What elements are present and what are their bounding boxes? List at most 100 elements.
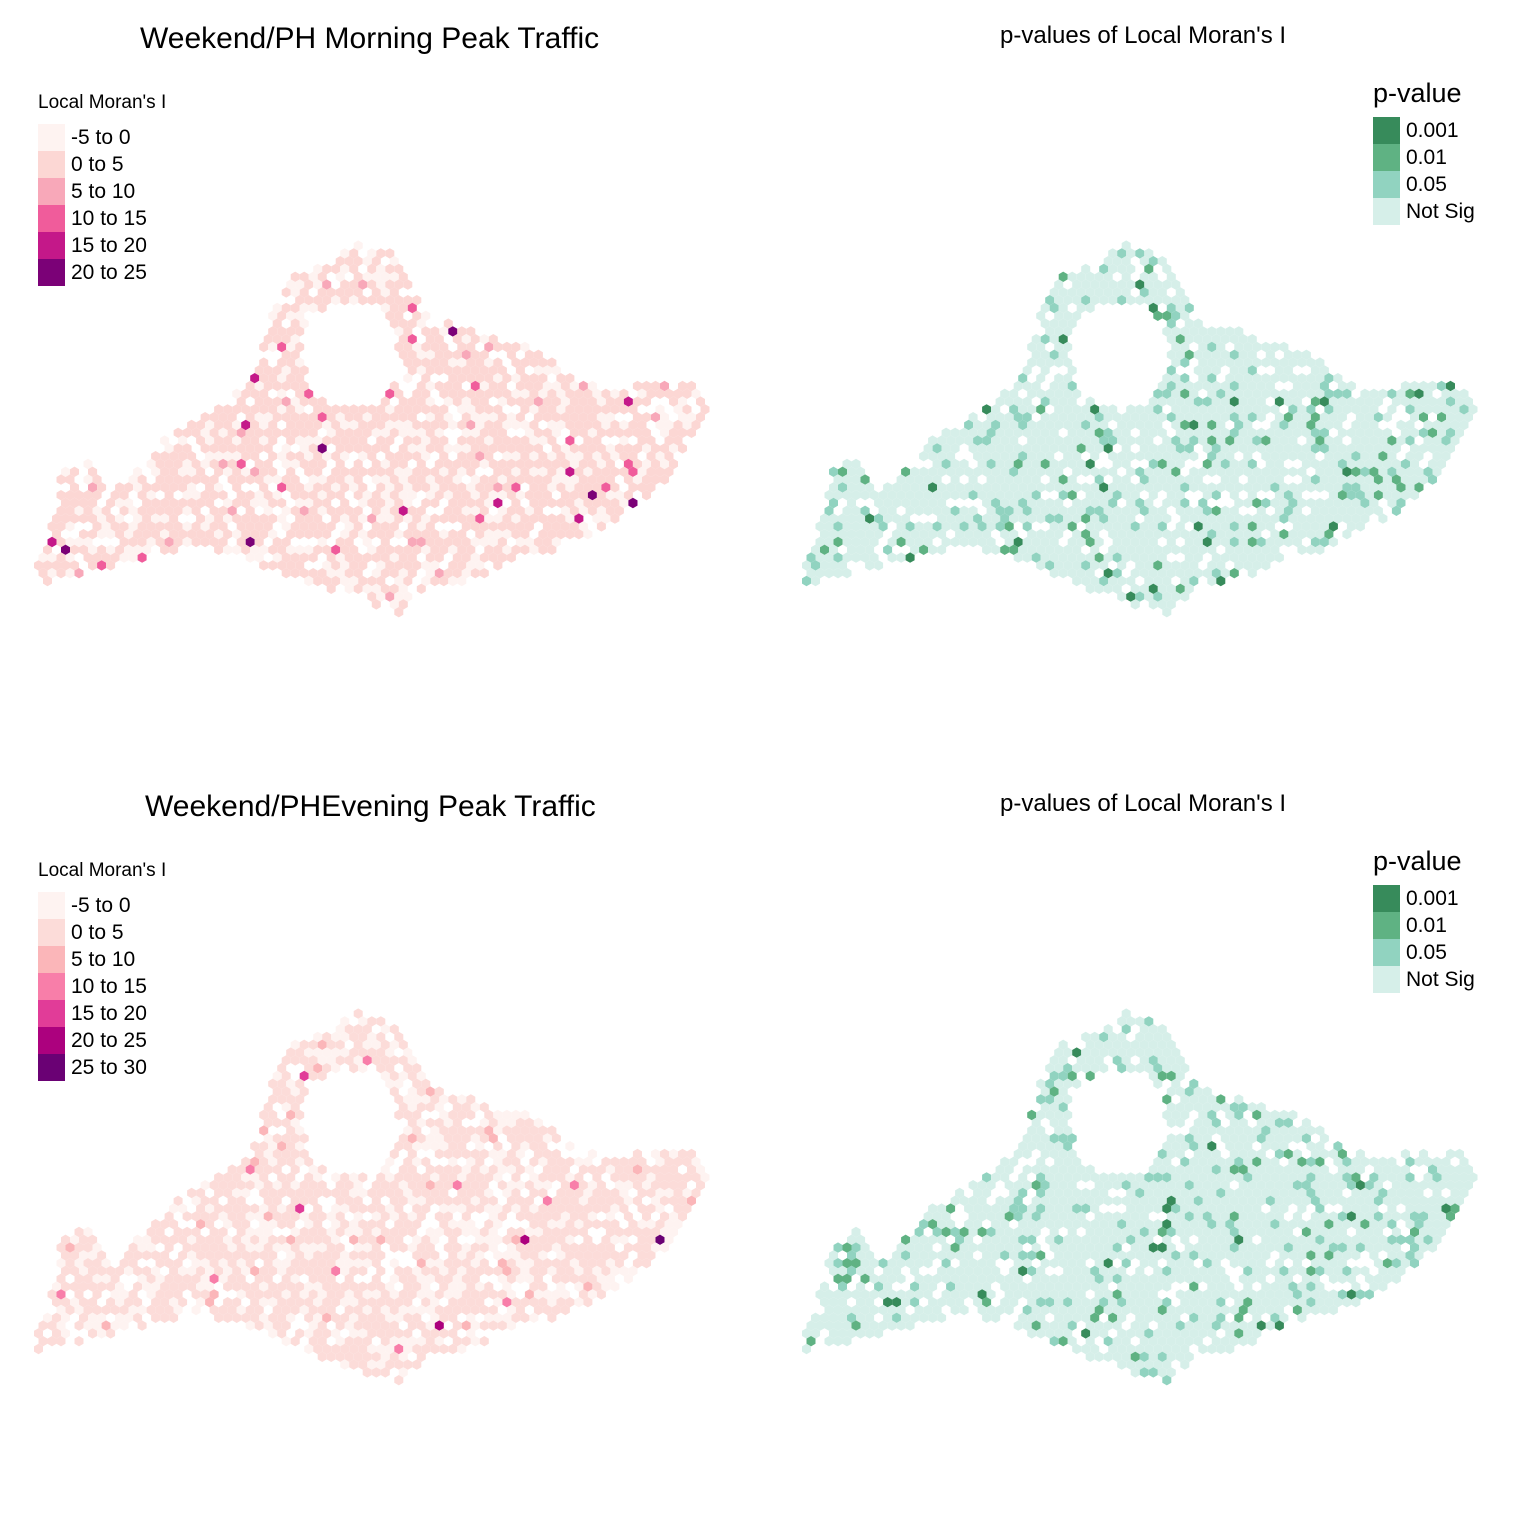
hex-cell <box>475 1234 485 1245</box>
hex-cell <box>61 466 70 477</box>
hex-cell <box>290 1211 300 1222</box>
hex-cell <box>1072 1063 1082 1074</box>
hex-cell <box>362 412 372 423</box>
hex-cell <box>1180 1203 1190 1214</box>
hex-cell <box>829 513 838 524</box>
hex-cell <box>394 1312 404 1323</box>
hex-cell <box>290 287 300 298</box>
hex-cell <box>1081 560 1091 571</box>
hex-cell <box>1355 490 1365 501</box>
hex-cell <box>83 505 93 516</box>
hex-cell <box>1058 302 1068 314</box>
hex-cell <box>1238 1164 1248 1175</box>
hex-cell <box>1094 505 1104 516</box>
hex-cell <box>191 1226 201 1238</box>
hex-cell <box>1081 1203 1091 1214</box>
hex-cell <box>1058 458 1068 470</box>
hex-cell <box>605 1273 615 1284</box>
hex-cell <box>1081 419 1091 431</box>
hex-cell <box>1126 1172 1136 1183</box>
hex-cell <box>371 521 381 532</box>
hex-cell <box>937 451 947 462</box>
hex-cell <box>457 544 467 555</box>
hex-cell <box>344 1195 354 1206</box>
hex-cell <box>533 1226 543 1238</box>
hex-cell <box>133 1234 143 1245</box>
hex-cell <box>70 1281 79 1292</box>
hex-cell <box>1455 1148 1464 1160</box>
hex-cell <box>1175 490 1185 501</box>
hex-cell <box>986 1180 996 1191</box>
hex-cell <box>164 505 174 516</box>
hex-cell <box>376 1234 386 1245</box>
hex-cell <box>1189 513 1199 524</box>
hex-cell <box>1076 1211 1086 1222</box>
hex-cell <box>1090 497 1100 509</box>
hex-cell <box>1360 451 1370 462</box>
hex-cell <box>533 380 543 392</box>
hex-cell <box>1126 466 1136 477</box>
hex-cell <box>583 1265 593 1277</box>
hex-cell <box>1135 404 1145 415</box>
hex-cell <box>47 568 57 579</box>
hex-cell <box>1256 1102 1266 1113</box>
hex-cell <box>362 1336 372 1347</box>
hex-cell <box>1004 1164 1014 1175</box>
hex-cell <box>1108 451 1118 462</box>
hex-cell <box>1319 1180 1329 1191</box>
hex-cell <box>574 1265 584 1277</box>
hex-cell <box>263 474 273 485</box>
hex-cell <box>331 544 341 555</box>
hex-cell <box>1310 1211 1320 1222</box>
hex-cell <box>398 318 408 329</box>
hex-cell <box>619 388 629 399</box>
hex-cell <box>470 1304 480 1316</box>
hex-cell <box>74 505 84 516</box>
hex-cell <box>1049 1070 1059 1082</box>
hex-cell <box>385 1312 395 1323</box>
hex-cell <box>502 1109 512 1121</box>
hex-cell <box>1324 1172 1334 1183</box>
hex-cell <box>538 373 548 384</box>
hex-cell <box>1063 1187 1073 1199</box>
hex-cell <box>416 1258 426 1269</box>
hex-cell <box>398 443 408 454</box>
hex-cell <box>1144 1172 1154 1183</box>
hex-cell <box>164 1304 174 1316</box>
hex-cell <box>524 505 534 516</box>
hex-cell <box>124 529 134 540</box>
hex-cell <box>461 1258 471 1269</box>
hex-cell <box>1036 497 1046 509</box>
hex-cell <box>263 490 273 501</box>
hex-cell <box>331 404 341 415</box>
hex-cell <box>1283 427 1293 438</box>
hex-cell <box>1004 1195 1014 1206</box>
hex-cell <box>304 1063 314 1074</box>
hex-cell <box>263 1258 273 1269</box>
hex-cell <box>335 1258 345 1269</box>
hex-cell <box>1139 287 1149 298</box>
hex-cell <box>1022 1148 1032 1160</box>
hex-cell <box>1207 341 1217 353</box>
hex-cell <box>407 1070 417 1082</box>
hex-cell <box>164 458 174 470</box>
hex-cell <box>250 513 260 524</box>
hex-cell <box>986 536 996 548</box>
hex-cell <box>542 1180 552 1191</box>
hex-cell <box>1216 1156 1226 1167</box>
hex-cell <box>569 1242 579 1253</box>
hex-cell <box>335 427 345 438</box>
hex-cell <box>569 458 579 470</box>
hex-cell <box>470 1195 480 1206</box>
hex-cell <box>146 521 156 532</box>
hex-cell <box>218 521 228 532</box>
hex-cell <box>407 1289 417 1300</box>
hex-cell <box>1193 1117 1203 1128</box>
hex-cell <box>1455 396 1464 407</box>
hex-cell <box>151 513 161 524</box>
hex-cell <box>403 1281 413 1292</box>
hex-cell <box>1121 240 1131 251</box>
hex-cell <box>484 1187 494 1199</box>
hex-cell <box>1387 451 1397 462</box>
hex-cell <box>362 1367 372 1378</box>
